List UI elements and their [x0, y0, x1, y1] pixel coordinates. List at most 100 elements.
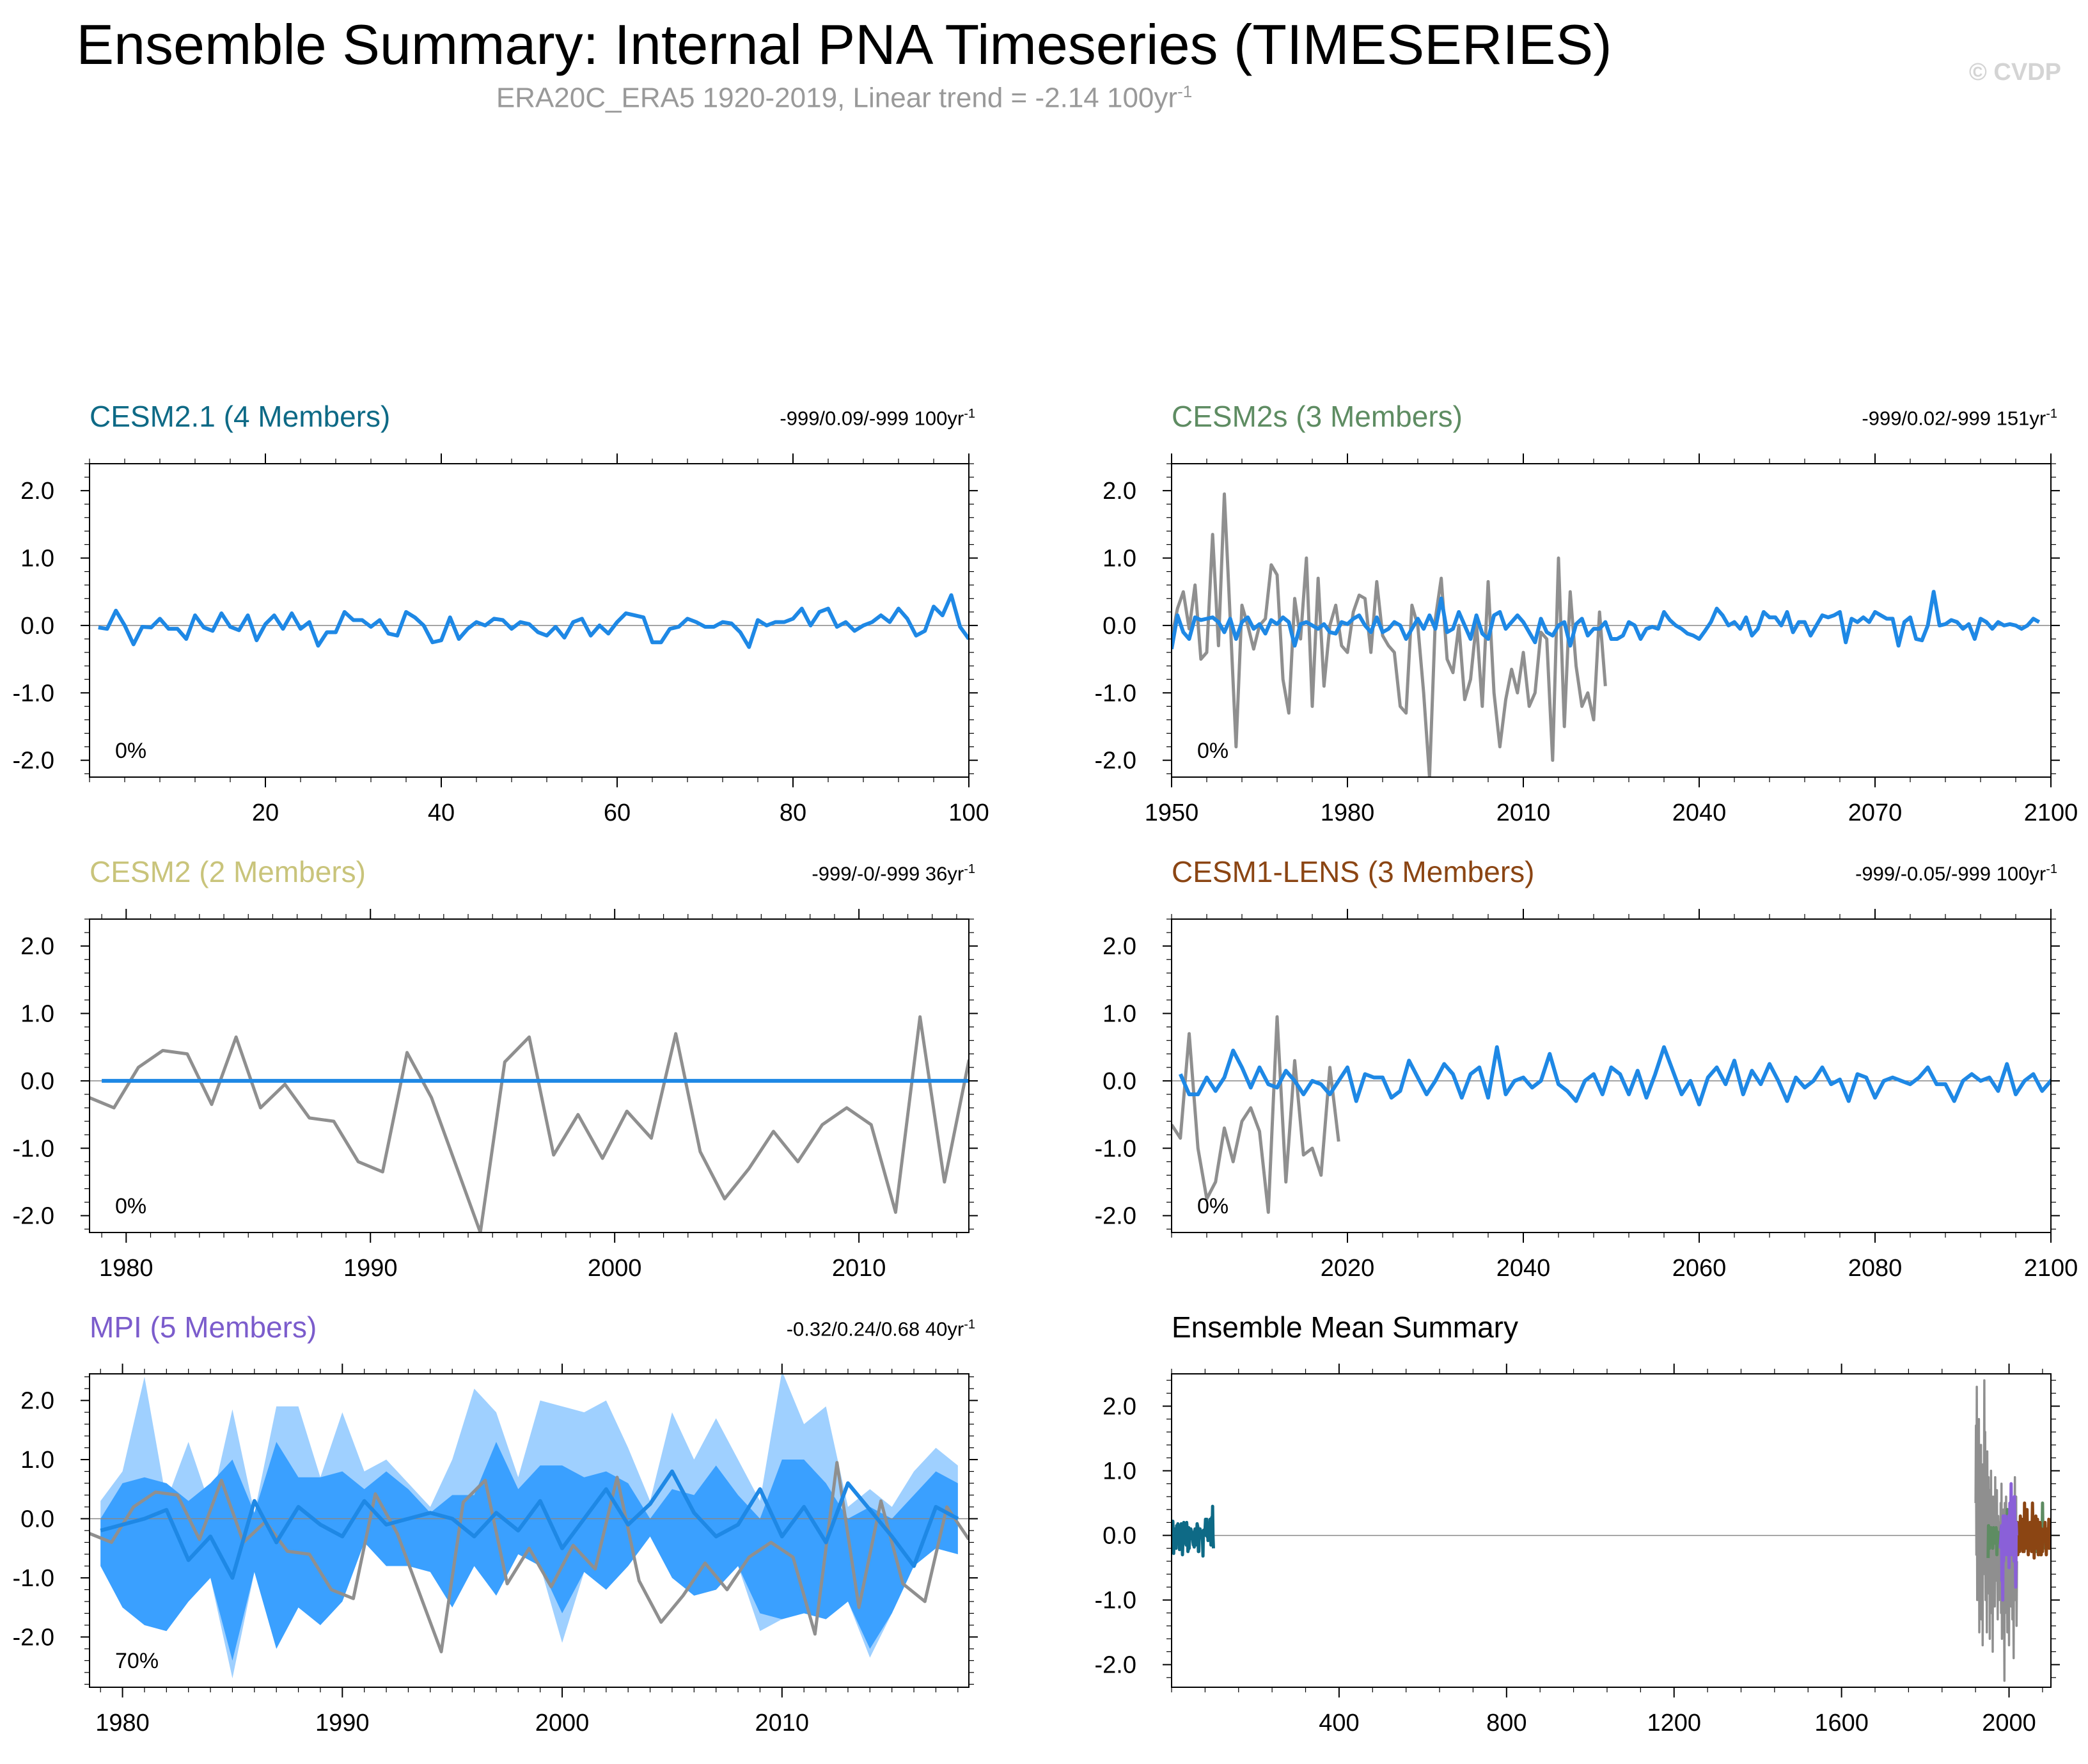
y-tick-label: -1.0 — [1095, 680, 1136, 707]
y-tick-label: 2.0 — [20, 1388, 54, 1415]
trend-label-mpi: -0.32/0.24/0.68 40yr-1 — [787, 1318, 975, 1341]
plot-area-cesm2s — [1172, 492, 2051, 777]
trend-text: -999/0.02/-999 151yr — [1862, 407, 2046, 430]
x-tick-label: 2080 — [1848, 1255, 1903, 1282]
panel-title-ensmean: Ensemble Mean Summary — [1172, 1311, 1518, 1344]
y-tick-label: 2.0 — [1103, 933, 1136, 960]
y-tick-label: 2.0 — [1103, 478, 1136, 505]
y-tick-label: 0.0 — [1103, 1068, 1136, 1095]
percent-label: 0% — [115, 1194, 146, 1218]
x-tick-label: 1990 — [315, 1710, 370, 1736]
x-tick-label: 1600 — [1814, 1710, 1869, 1736]
series-line-observations — [1172, 1015, 1340, 1214]
y-tick-label: 1.0 — [20, 546, 54, 572]
plot-frame — [89, 463, 969, 778]
trend-text: -999/0.09/-999 100yr — [780, 407, 964, 430]
y-tick-label: 1.0 — [1103, 546, 1136, 572]
plot-area-ensmean — [1172, 1379, 2051, 1682]
y-tick-label: -1.0 — [13, 1135, 54, 1162]
panel-cesm2: 2.0 1.0 0.0 -1.0 -2.0 1980 1990 2000 2010 0% — [13, 909, 978, 1282]
x-tick-label: 2010 — [755, 1710, 810, 1736]
panel-title-cesm21: CESM2.1 (4 Members) — [90, 400, 391, 433]
trend-label-cesm21: -999/0.09/-999 100yr-1 — [780, 407, 975, 430]
x-tick-label: 1980 — [95, 1710, 150, 1736]
y-tick-label: 2.0 — [20, 478, 54, 505]
panel-title-mpi: MPI (5 Members) — [90, 1311, 317, 1344]
x-tick-label: 80 — [780, 799, 806, 826]
plot-area-cesm21 — [90, 593, 969, 649]
x-tick-label: 800 — [1486, 1710, 1527, 1736]
plot-frame — [89, 918, 969, 1233]
y-tick-label: -2.0 — [13, 748, 54, 775]
x-tick-label: 400 — [1319, 1710, 1359, 1736]
x-tick-label: 2060 — [1672, 1255, 1727, 1282]
x-tick-label: 2000 — [588, 1255, 642, 1282]
panel-cesm1lens: 2.0 1.0 0.0 -1.0 -2.0 2020 2040 2060 2080 2100 0% — [1095, 909, 2078, 1282]
subtitle-unit-exponent: -1 — [1177, 82, 1193, 101]
panel-mpi: 2.0 1.0 0.0 -1.0 -2.0 1980 1990 2000 2010 70% — [13, 1364, 978, 1736]
x-tick-label: 1950 — [1145, 799, 1199, 826]
plot-frame — [1171, 463, 2052, 778]
trend-label-cesm2s: -999/0.02/-999 151yr-1 — [1862, 407, 2057, 430]
trend-exponent: -1 — [2046, 862, 2057, 876]
copyright-label: © CVDP — [1968, 59, 2061, 86]
y-tick-label: 0.0 — [1103, 1523, 1136, 1550]
x-tick-label: 2010 — [832, 1255, 886, 1282]
y-tick-label: 0.0 — [20, 1506, 54, 1533]
panel-title-cesm2: CESM2 (2 Members) — [90, 855, 366, 888]
plot-area-mpi — [90, 1374, 969, 1679]
x-tick-label: 1980 — [99, 1255, 153, 1282]
series-line-ensemble-mean — [1178, 1045, 2051, 1106]
trend-text: -999/-0.05/-999 100yr — [1855, 862, 2046, 885]
series-line-observations — [1172, 492, 1607, 777]
x-tick-label: 1200 — [1647, 1710, 1701, 1736]
subtitle-text: ERA20C_ERA5 1920-2019, Linear trend = -2… — [496, 82, 1178, 114]
y-tick-label: 0.0 — [1103, 613, 1136, 640]
panel-cesm2s: 2.0 1.0 0.0 -1.0 -2.0 1950 1980 2010 2040 2070 210… — [1095, 453, 2078, 826]
trend-label-cesm1lens: -999/-0.05/-999 100yr-1 — [1855, 862, 2057, 885]
x-tick-label: 2040 — [1496, 1255, 1551, 1282]
percent-label: 0% — [115, 739, 146, 763]
x-tick-label: 2020 — [1321, 1255, 1375, 1282]
trend-exponent: -1 — [964, 862, 975, 876]
y-tick-label: 0.0 — [20, 613, 54, 640]
y-tick-label: -1.0 — [1095, 1135, 1136, 1162]
series-line-observations — [90, 1461, 969, 1654]
trend-exponent: -1 — [964, 407, 975, 421]
figure-title: Ensemble Summary: Internal PNA Timeserie… — [76, 13, 1612, 76]
x-tick-label: 2070 — [1848, 799, 1903, 826]
panel-title-cesm1lens: CESM1-LENS (3 Members) — [1172, 855, 1535, 888]
y-tick-label: -2.0 — [1095, 1203, 1136, 1230]
plot-area-cesm2 — [90, 1015, 969, 1232]
percent-label: 70% — [115, 1649, 159, 1673]
series-line-ensemble-mean — [98, 593, 969, 649]
trend-text: -999/-0/-999 36yr — [812, 862, 964, 885]
figure-subtitle: ERA20C_ERA5 1920-2019, Linear trend = -2… — [0, 82, 1688, 114]
trend-exponent: -1 — [964, 1318, 975, 1332]
y-tick-label: 1.0 — [20, 1447, 54, 1474]
x-tick-label: 2000 — [1982, 1710, 2036, 1736]
percent-label: 0% — [1197, 1194, 1228, 1218]
y-tick-label: -2.0 — [13, 1203, 54, 1230]
x-tick-label: 2000 — [535, 1710, 590, 1736]
y-tick-label: 1.0 — [1103, 1458, 1136, 1485]
y-tick-label: -2.0 — [13, 1624, 54, 1651]
x-tick-label: 2100 — [2024, 799, 2078, 826]
x-tick-label: 40 — [428, 799, 455, 826]
y-tick-label: 2.0 — [1103, 1394, 1136, 1421]
y-tick-label: 1.0 — [1103, 1001, 1136, 1028]
y-tick-label: -1.0 — [13, 1565, 54, 1592]
y-tick-label: -2.0 — [1095, 748, 1136, 775]
series-line-observations — [90, 1015, 969, 1232]
series-line-ensemble-mean — [1172, 590, 2041, 650]
y-tick-label: -1.0 — [13, 680, 54, 707]
x-tick-label: 1980 — [1321, 799, 1375, 826]
x-tick-label: 60 — [604, 799, 631, 826]
trend-text: -0.32/0.24/0.68 40yr — [786, 1318, 964, 1341]
x-tick-label: 2100 — [2024, 1255, 2078, 1282]
series-line-ensemble-mean — [100, 1469, 959, 1580]
plot-area-cesm1lens — [1172, 1015, 2051, 1214]
x-tick-label: 100 — [948, 799, 989, 826]
x-tick-label: 2010 — [1496, 799, 1551, 826]
